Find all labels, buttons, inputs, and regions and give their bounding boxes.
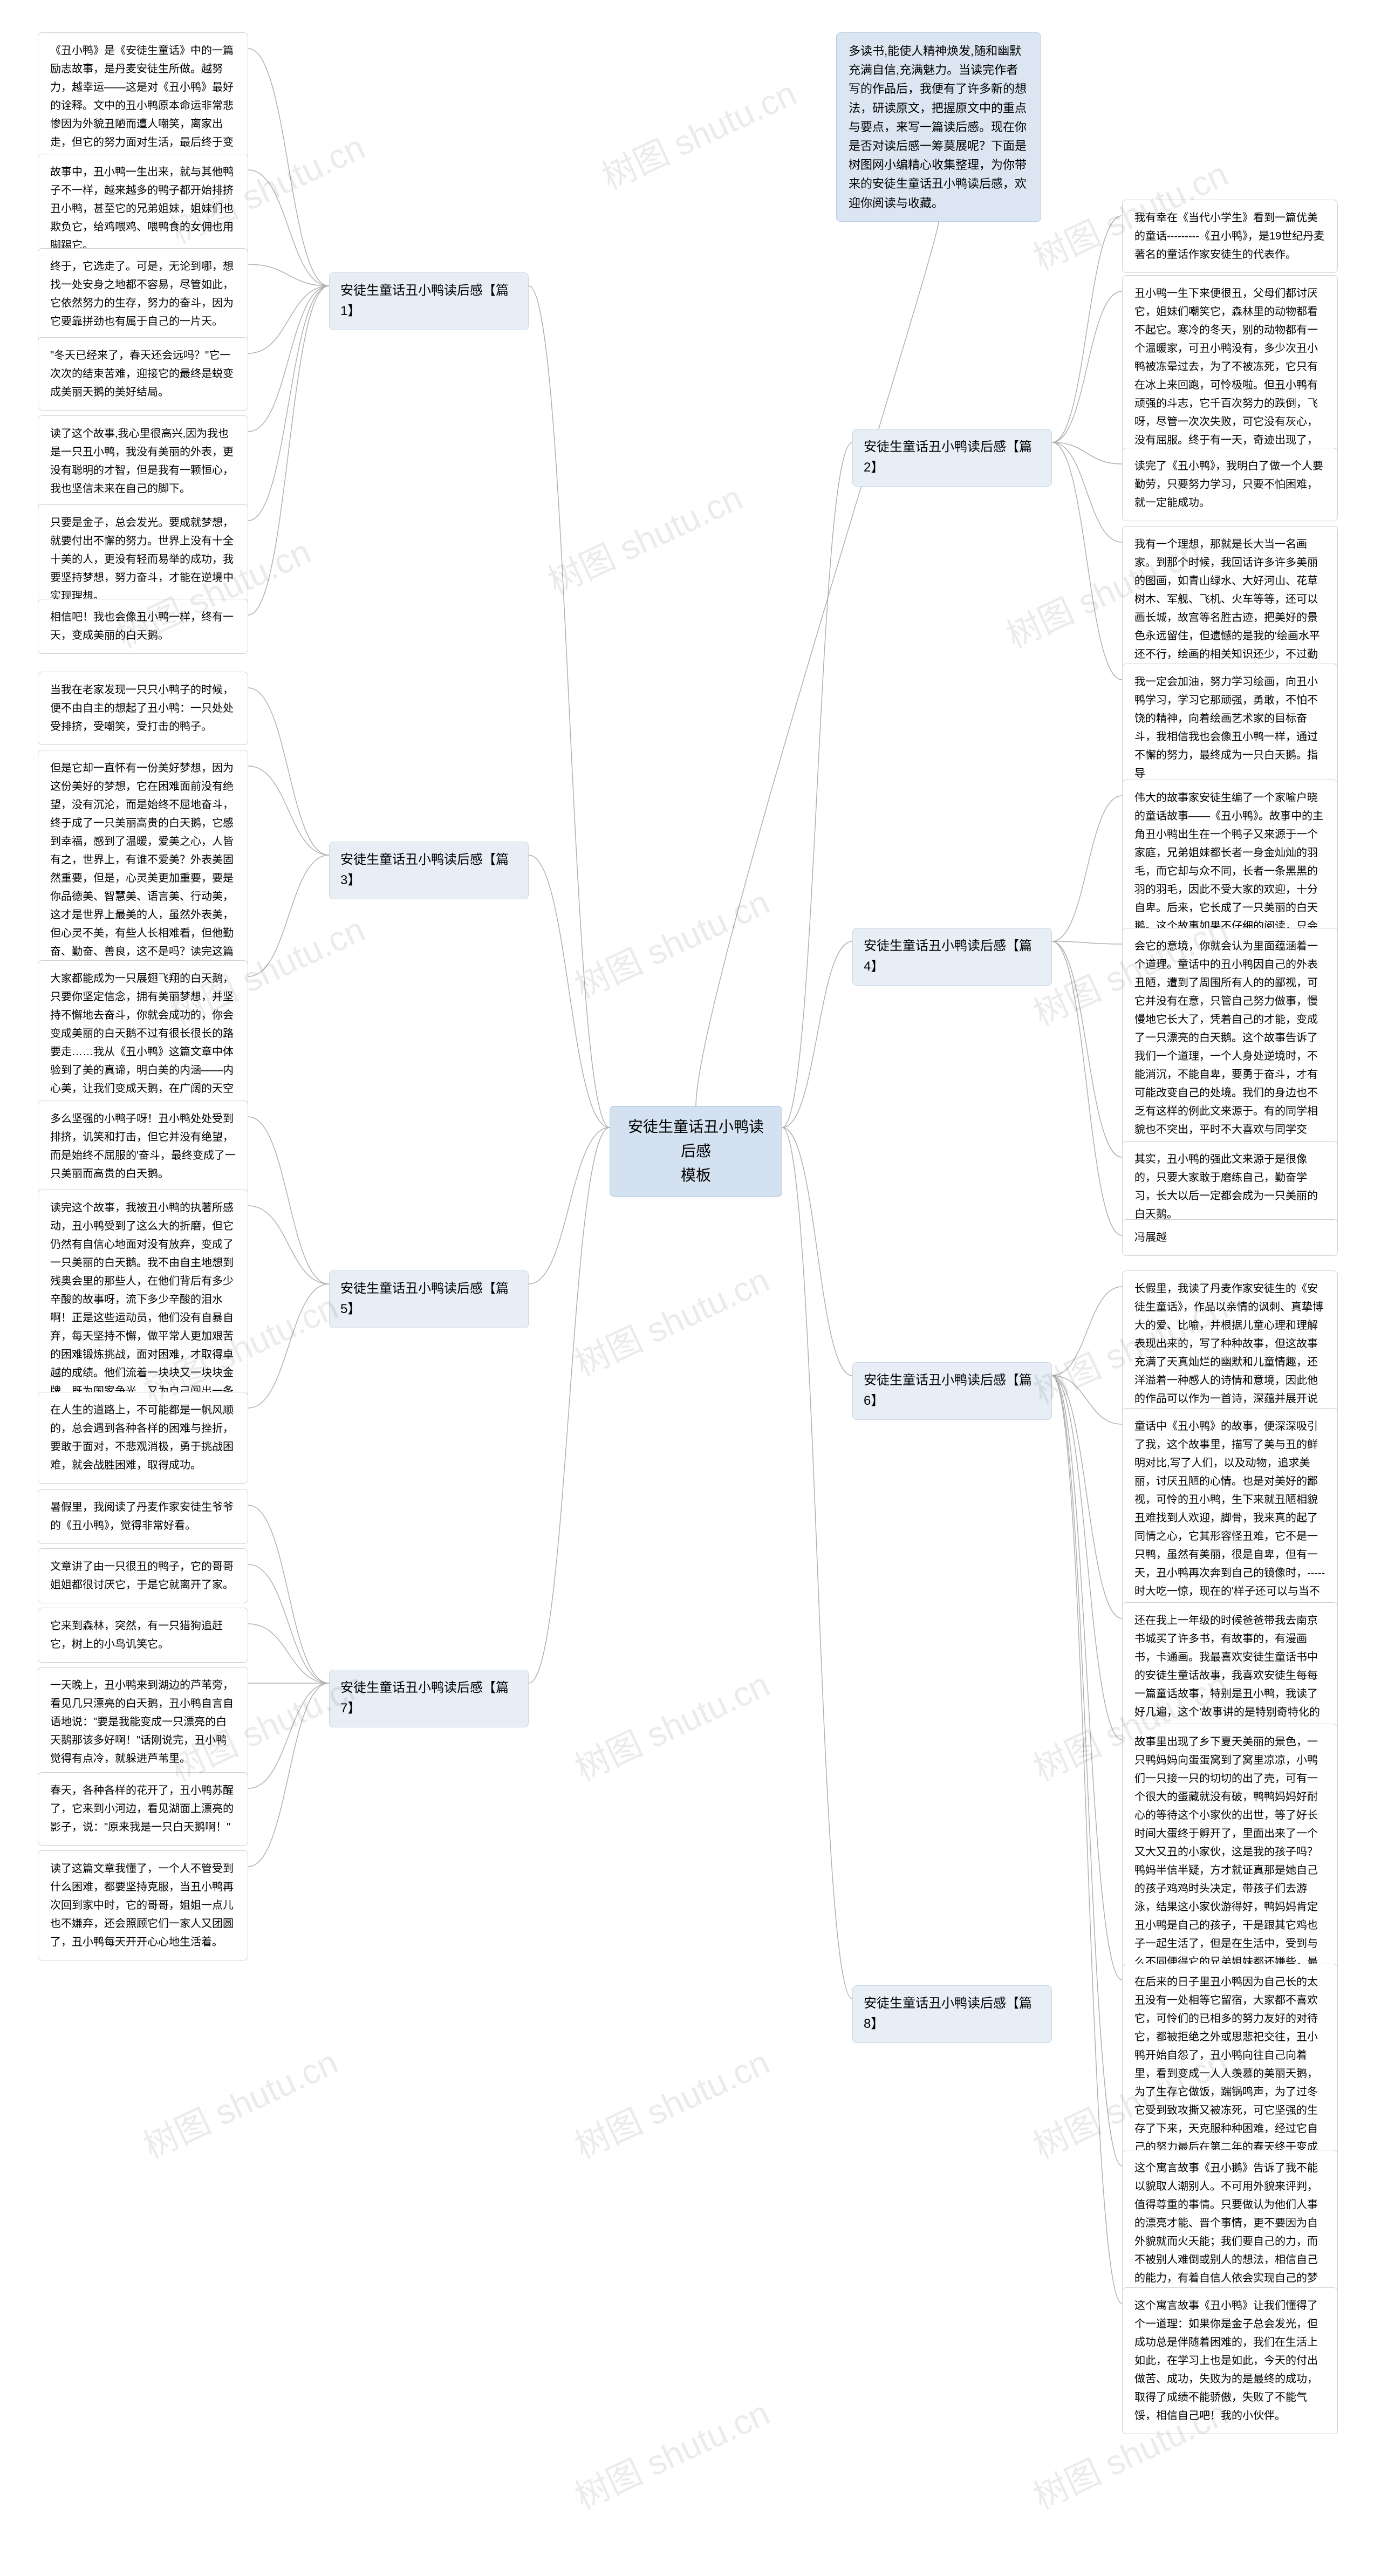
branch-node: 安徒生童话丑小鸭读后感【篇6】: [852, 1362, 1052, 1420]
leaf-node: 冯展越: [1122, 1219, 1338, 1256]
leaf-node: 暑假里，我阅读了丹麦作家安徒生爷爷的《丑小鸭》，觉得非常好看。: [38, 1489, 248, 1544]
leaf-node: 读了这个故事,我心里很高兴,因为我也是一只丑小鸭，我没有美丽的外表，更没有聪明的…: [38, 415, 248, 507]
leaf-node: 读完了《丑小鸭》，我明白了做一个人要勤劳，只要努力学习，只要不怕困难，就一定能成…: [1122, 448, 1338, 521]
leaf-node: 文章讲了由一只很丑的鸭子，它的哥哥姐姐都很讨厌它，于是它就离开了家。: [38, 1548, 248, 1603]
branch-node: 安徒生童话丑小鸭读后感【篇4】: [852, 928, 1052, 986]
leaf-node: 当我在老家发现一只只小鸭子的时候，便不由自主的想起了丑小鸭：一只处处受排挤，受嘲…: [38, 672, 248, 745]
leaf-node: 相信吧！我也会像丑小鸭一样，终有一天，变成美丽的白天鹅。: [38, 599, 248, 654]
branch-node: 安徒生童话丑小鸭读后感【篇2】: [852, 429, 1052, 487]
leaf-node: 多么坚强的小鸭子呀！丑小鸭处处受到排挤，讥笑和打击，但它并没有绝望，而是始终不屈…: [38, 1101, 248, 1192]
root-node: 安徒生童话丑小鸭读后感 模板: [610, 1106, 782, 1197]
leaf-node: 只要是金子，总会发光。要成就梦想，就要付出不懈的努力。世界上没有十全十美的人，更…: [38, 504, 248, 614]
leaf-node: 它来到森林，突然，有一只猎狗追赶它，树上的小鸟讥笑它。: [38, 1608, 248, 1663]
intro-node: 多读书,能使人精神焕发,随和幽默充满自信,充满魅力。当读完作者写的作品后，我便有…: [836, 32, 1041, 222]
leaf-node: 读了这篇文章我懂了，一个人不管受到什么困难，都要坚持克服，当丑小鸭再次回到家中时…: [38, 1850, 248, 1960]
leaf-node: 一天晚上，丑小鸭来到湖边的芦苇旁，看见几只漂亮的白天鹅，丑小鸭自言自语地说："要…: [38, 1667, 248, 1777]
leaf-node: 这个寓言故事《丑小鸭》让我们懂得了个一道理：如果你是金子总会发光，但成功总是伴随…: [1122, 2287, 1338, 2434]
branch-node: 安徒生童话丑小鸭读后感【篇5】: [329, 1270, 529, 1328]
leaf-node: 终于，它选走了。可是，无论到哪，想找一处安身之地都不容易，尽管如此，它依然努力的…: [38, 248, 248, 340]
branch-node: 安徒生童话丑小鸭读后感【篇1】: [329, 272, 529, 330]
leaf-node: 在人生的道路上，不可能都是一帆风顺的，总会遇到各种各样的困难与挫折，要敢于面对，…: [38, 1392, 248, 1484]
leaf-node: "冬天已经来了，春天还会远吗？"它一次次的结束苦难，迎接它的最终是蜕变成美丽天鹅…: [38, 337, 248, 411]
mindmap-container: 安徒生童话丑小鸭读后感 模板 多读书,能使人精神焕发,随和幽默充满自信,充满魅力…: [0, 0, 1381, 2576]
branch-node: 安徒生童话丑小鸭读后感【篇3】: [329, 842, 529, 899]
leaf-node: 我一定会加油，努力学习绘画，向丑小鸭学习，学习它那顽强，勇敢，不怕不饶的精神，向…: [1122, 664, 1338, 792]
leaf-node: 春天，各种各样的花开了，丑小鸭苏醒了，它来到小河边，看见湖面上漂亮的影子，说："…: [38, 1772, 248, 1846]
leaf-node: 我有幸在《当代小学生》看到一篇优美的童话---------《丑小鸭》，是19世纪…: [1122, 200, 1338, 273]
leaf-node: 故事中，丑小鸭一生出来，就与其他鸭子不一样，越来越多的鸭子都开始排挤丑小鸭，甚至…: [38, 154, 248, 264]
branch-node: 安徒生童话丑小鸭读后感【篇8】: [852, 1985, 1052, 2043]
branch-node: 安徒生童话丑小鸭读后感【篇7】: [329, 1670, 529, 1727]
